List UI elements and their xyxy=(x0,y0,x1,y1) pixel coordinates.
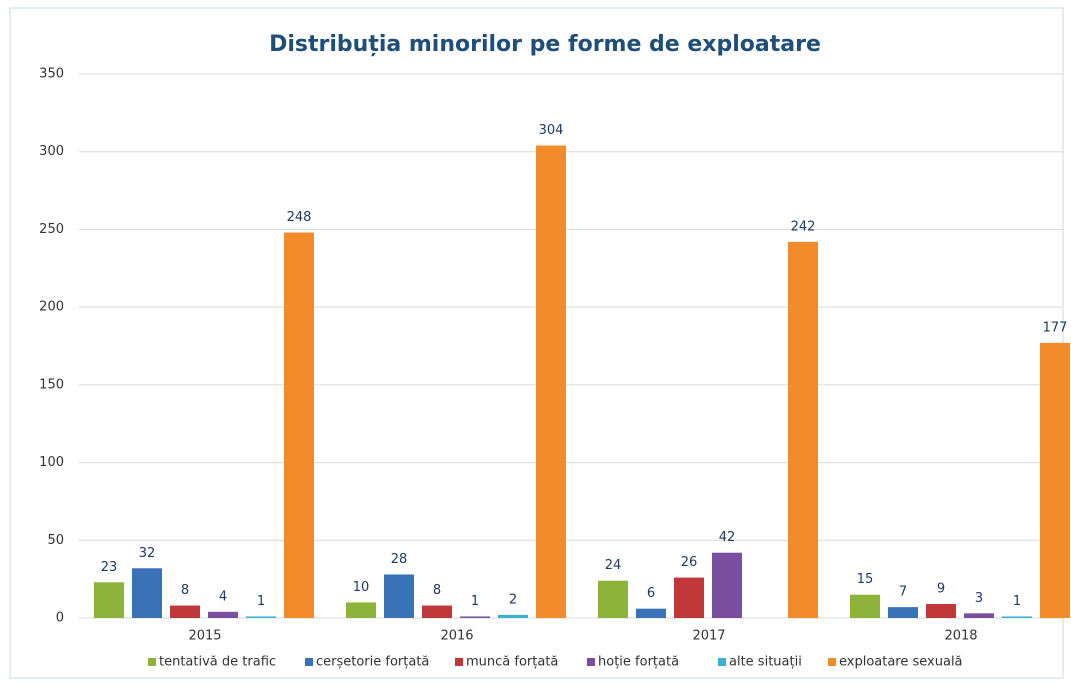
bar xyxy=(536,145,566,619)
legend-label: exploatare sexuală xyxy=(839,655,963,670)
bar xyxy=(284,232,314,618)
y-tick-label: 0 xyxy=(56,611,64,626)
bar xyxy=(850,594,880,618)
y-tick-label: 200 xyxy=(39,300,64,315)
chart-title: Distribuția minorilor pe forme de exploa… xyxy=(269,32,821,57)
legend-swatch xyxy=(587,658,595,666)
value-label: 8 xyxy=(433,583,441,598)
value-label: 7 xyxy=(899,585,907,600)
value-label: 10 xyxy=(353,580,370,595)
legend-label: muncă forțată xyxy=(466,655,558,670)
value-label: 28 xyxy=(391,552,408,567)
bar xyxy=(460,616,490,618)
bar xyxy=(636,608,666,618)
value-label: 23 xyxy=(101,560,118,575)
value-label: 1 xyxy=(1013,594,1021,609)
bar xyxy=(598,580,628,618)
y-tick-label: 250 xyxy=(39,222,64,237)
bar xyxy=(384,574,414,618)
bar xyxy=(498,614,528,618)
value-label: 242 xyxy=(791,219,816,234)
x-tick-label: 2017 xyxy=(692,629,725,644)
value-label: 248 xyxy=(287,210,312,225)
bar xyxy=(788,241,818,618)
bar xyxy=(246,616,276,618)
value-label: 8 xyxy=(181,583,189,598)
bar xyxy=(674,577,704,618)
legend-swatch xyxy=(148,658,156,666)
legend-label: cerșetorie forțată xyxy=(316,655,429,670)
legend-swatch xyxy=(305,658,313,666)
value-label: 9 xyxy=(937,582,945,597)
legend-label: hoție forțată xyxy=(598,655,679,670)
value-label: 1 xyxy=(471,594,479,609)
bar xyxy=(346,602,376,618)
value-label: 32 xyxy=(139,546,156,561)
value-label: 26 xyxy=(681,555,698,570)
bar xyxy=(422,605,452,618)
bar xyxy=(132,568,162,618)
bar xyxy=(888,607,918,618)
y-tick-label: 350 xyxy=(39,67,64,82)
y-tick-label: 50 xyxy=(47,533,64,548)
y-tick-label: 150 xyxy=(39,377,64,392)
legend-swatch xyxy=(718,658,726,666)
bar xyxy=(964,613,994,618)
value-label: 1 xyxy=(257,594,265,609)
bar xyxy=(208,611,238,618)
value-label: 177 xyxy=(1043,320,1068,335)
value-label: 15 xyxy=(857,572,874,587)
legend-swatch xyxy=(455,658,463,666)
value-label: 24 xyxy=(605,558,622,573)
bar xyxy=(1002,616,1032,618)
y-tick-label: 300 xyxy=(39,144,64,159)
value-label: 2 xyxy=(509,592,517,607)
value-label: 304 xyxy=(539,123,564,138)
x-tick-label: 2016 xyxy=(440,629,473,644)
value-label: 6 xyxy=(647,586,655,601)
legend-label: alte situații xyxy=(729,655,802,670)
x-tick-label: 2018 xyxy=(944,629,977,644)
bar xyxy=(170,605,200,618)
value-label: 42 xyxy=(719,530,736,545)
bar xyxy=(94,582,124,618)
legend-swatch xyxy=(828,658,836,666)
x-tick-label: 2015 xyxy=(188,629,221,644)
legend-label: tentativă de trafic xyxy=(159,655,276,670)
bar xyxy=(1040,342,1070,618)
bar xyxy=(712,552,742,618)
value-label: 4 xyxy=(219,589,227,604)
bar xyxy=(926,604,956,618)
y-tick-label: 100 xyxy=(39,455,64,470)
value-label: 3 xyxy=(975,591,983,606)
